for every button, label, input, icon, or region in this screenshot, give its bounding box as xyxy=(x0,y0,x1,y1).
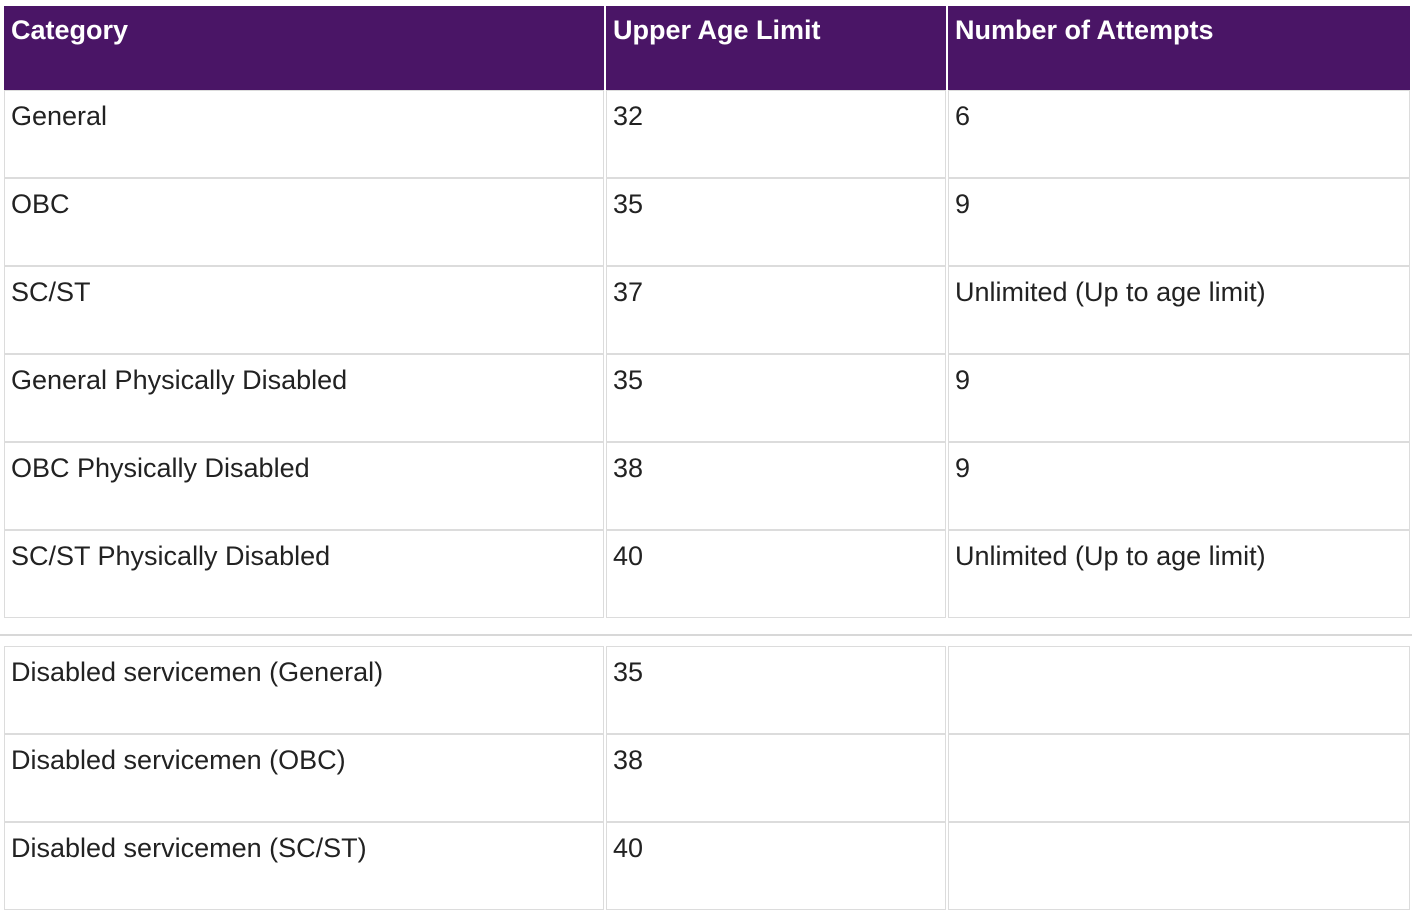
table-cell: Disabled servicemen (General) xyxy=(4,646,604,734)
table-cell: 9 xyxy=(948,354,1410,442)
table-cell xyxy=(948,734,1410,822)
header-cell: Category xyxy=(4,6,604,90)
table-cell: 32 xyxy=(606,90,946,178)
table-cell: Unlimited (Up to age limit) xyxy=(948,266,1410,354)
table-cell xyxy=(948,646,1410,734)
table-cell: 9 xyxy=(948,178,1410,266)
table-cell: 40 xyxy=(606,530,946,618)
table-cell: SC/ST xyxy=(4,266,604,354)
table-cell: Unlimited (Up to age limit) xyxy=(948,530,1410,618)
table-cell: Disabled servicemen (OBC) xyxy=(4,734,604,822)
table-cell: 35 xyxy=(606,646,946,734)
header-cell: Upper Age Limit xyxy=(606,6,946,90)
table-cell: 38 xyxy=(606,734,946,822)
table-cell: 35 xyxy=(606,354,946,442)
table-cell: SC/ST Physically Disabled xyxy=(4,530,604,618)
table-cell: 9 xyxy=(948,442,1410,530)
table-cell: 37 xyxy=(606,266,946,354)
table-cell: 40 xyxy=(606,822,946,910)
table-cell xyxy=(948,822,1410,910)
table-cell: General Physically Disabled xyxy=(4,354,604,442)
table-cell: OBC xyxy=(4,178,604,266)
table-cell: 38 xyxy=(606,442,946,530)
table-cell: 6 xyxy=(948,90,1410,178)
table-cell: General xyxy=(4,90,604,178)
table-cell: 35 xyxy=(606,178,946,266)
table-cell: Disabled servicemen (SC/ST) xyxy=(4,822,604,910)
header-cell: Number of Attempts xyxy=(948,6,1410,90)
table-cell: OBC Physically Disabled xyxy=(4,442,604,530)
table-separator xyxy=(0,634,1412,636)
